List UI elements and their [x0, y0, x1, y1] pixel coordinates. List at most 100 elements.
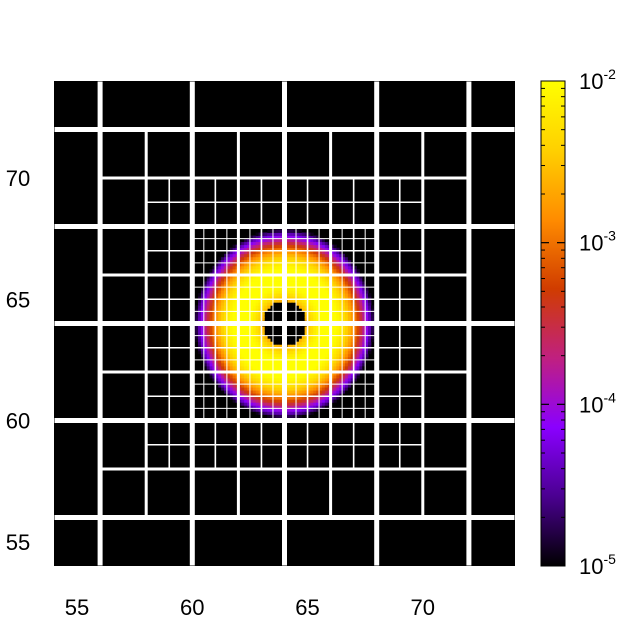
heat-cell: [324, 281, 329, 285]
heat-cell: [267, 259, 271, 264]
heat-cell: [255, 262, 259, 267]
heat-cell: [249, 341, 254, 346]
heat-cell: [247, 281, 251, 285]
heat-cell: [252, 284, 257, 288]
heat-cell: [229, 393, 234, 397]
heat-cell: [287, 396, 291, 400]
heat-cell: [324, 302, 329, 306]
heat-cell: [333, 332, 337, 337]
heat-cell: [226, 278, 231, 282]
heat-cell: [307, 308, 311, 312]
heat-cell: [212, 284, 216, 288]
heat-cell: [261, 335, 265, 340]
heat-cell: [223, 278, 228, 282]
heat-cell: [319, 238, 323, 243]
heat-cell: [316, 390, 320, 394]
heat-cell: [203, 356, 208, 361]
heat-cell: [287, 241, 291, 246]
heat-cell: [200, 341, 205, 346]
heat-cell: [316, 408, 320, 412]
heat-cell: [249, 329, 254, 333]
heat-cell: [247, 402, 251, 406]
heat-cell: [206, 317, 210, 321]
heat-cell: [221, 390, 225, 394]
heat-cell: [241, 387, 245, 391]
heat-cell: [209, 296, 213, 300]
heat-cell: [290, 396, 294, 400]
heat-cell: [272, 411, 277, 415]
heat-cell: [359, 344, 363, 349]
heat-cell: [272, 396, 277, 400]
heat-cell: [319, 247, 323, 252]
heat-cell: [307, 378, 311, 382]
heat-cell: [330, 259, 334, 264]
heat-cell: [244, 338, 248, 343]
heat-cell: [272, 384, 277, 388]
heat-cell: [215, 265, 219, 270]
heat-cell: [290, 293, 294, 297]
heat-cell: [310, 341, 314, 346]
heat-cell: [296, 402, 300, 406]
heat-cell: [226, 378, 231, 382]
heat-cell: [296, 229, 300, 233]
heat-cell: [226, 372, 231, 376]
heat-cell: [293, 253, 297, 258]
heat-cell: [258, 390, 262, 394]
heat-cell: [296, 384, 300, 388]
heat-cell: [365, 317, 369, 321]
heat-cell: [290, 381, 294, 385]
heat-cell: [203, 350, 208, 355]
heat-cell: [336, 347, 340, 352]
heat-cell: [330, 393, 334, 397]
heat-cell: [261, 290, 265, 294]
heat-cell: [267, 244, 271, 249]
heat-cell: [301, 405, 306, 409]
heat-cell: [345, 381, 349, 385]
heat-cell: [307, 335, 311, 340]
heat-cell: [347, 305, 352, 309]
heat-cell: [356, 296, 360, 300]
heat-cell: [232, 290, 236, 294]
heat-cell: [298, 356, 303, 361]
heat-cell: [247, 241, 251, 246]
heat-cell: [339, 262, 343, 267]
heat-cell: [264, 387, 268, 391]
heat-cell: [212, 311, 216, 315]
heat-cell: [307, 390, 311, 394]
heat-cell: [336, 256, 340, 261]
heat-cell: [350, 311, 355, 315]
heat-cell: [258, 350, 262, 355]
heat-cell: [198, 299, 202, 303]
heat-cell: [293, 372, 297, 376]
heat-cell: [275, 287, 280, 291]
heat-cell: [206, 314, 210, 318]
heat-cell: [247, 335, 251, 340]
heat-cell: [238, 256, 242, 261]
heat-cell: [252, 338, 257, 343]
heat-cell: [215, 356, 219, 361]
heat-cell: [272, 238, 277, 243]
heat-cell: [313, 290, 317, 294]
heat-cell: [226, 326, 231, 330]
heat-cell: [356, 350, 360, 355]
heat-cell: [209, 278, 213, 282]
heat-cell: [212, 290, 216, 294]
heat-cell: [267, 299, 271, 303]
heat-cell: [232, 381, 236, 385]
heat-cell: [258, 365, 262, 370]
heat-cell: [218, 265, 222, 270]
heat-cell: [370, 305, 375, 309]
heat-cell: [333, 299, 337, 303]
heat-cell: [206, 341, 210, 346]
heat-cell: [301, 305, 306, 309]
heat-cell: [206, 284, 210, 288]
heat-cell: [345, 359, 349, 364]
heat-cell: [275, 247, 280, 252]
heat-cell: [324, 402, 329, 406]
heat-cell: [247, 262, 251, 267]
heat-cell: [313, 381, 317, 385]
heat-cell: [264, 299, 268, 303]
heat-cell: [278, 362, 283, 367]
heat-cell: [313, 335, 317, 340]
heat-cell: [252, 335, 257, 340]
